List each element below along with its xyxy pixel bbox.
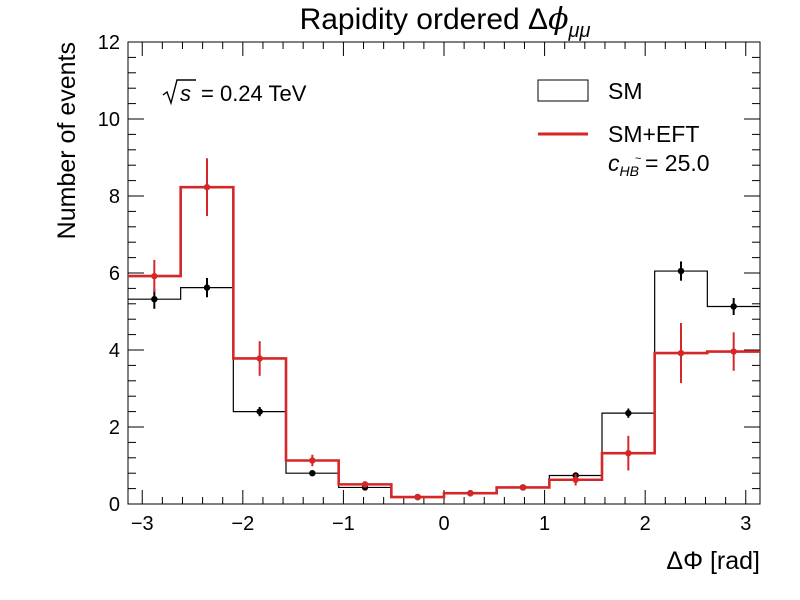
y-tick-label: 2 (109, 417, 120, 439)
y-tick-label: 10 (98, 109, 120, 131)
sm-eft-data-point (151, 272, 158, 280)
x-axis-label: ΔΦ [rad] (666, 547, 760, 575)
sm-eft-histogram (128, 185, 760, 499)
x-tick-label: −1 (332, 513, 355, 535)
legend-sm-label: SM (608, 78, 643, 104)
legend: SM SM+EFT cHB = 25.0 ~ (537, 78, 710, 179)
sm-eft-data-point (361, 481, 369, 488)
sm-histogram (128, 270, 760, 498)
legend-sm-swatch (537, 79, 589, 102)
sm-eft-data-point (467, 490, 474, 497)
sm-data-point (730, 303, 737, 310)
legend-eft-coefficient: cHB = 25.0 (608, 150, 710, 179)
sm-data-point (203, 284, 211, 291)
energy-value: = 0.24 TeV (201, 81, 307, 106)
y-tick-label: 6 (109, 263, 120, 285)
legend-eft-tilde: ~ (635, 153, 641, 165)
x-tick-label: 3 (740, 513, 751, 535)
y-tick-label: 12 (98, 32, 120, 54)
sm-data-point (151, 295, 158, 303)
sm-eft-data-point (625, 449, 632, 457)
sm-eft-data-point (677, 349, 685, 357)
legend-eft-label: SM+EFT (608, 121, 699, 147)
y-axis-label: Number of events (53, 42, 81, 239)
sm-eft-data-point (730, 348, 737, 355)
sm-eft-data-point (203, 183, 211, 191)
sm-data-point (625, 409, 632, 417)
x-tick-label: −2 (231, 513, 254, 535)
x-tick-label: −3 (131, 513, 154, 535)
x-tick-label: 1 (539, 513, 550, 535)
sm-data-point (256, 408, 263, 415)
x-tick-label: 2 (640, 513, 651, 535)
sm-data-point (309, 470, 316, 477)
sm-data-point (677, 267, 685, 275)
sqrt-symbol (162, 79, 196, 106)
x-tick-label: 0 (438, 513, 449, 535)
sm-eft-data-point (256, 355, 263, 362)
y-tick-label: 0 (109, 494, 120, 516)
sm-eft-data-point (309, 457, 316, 464)
plot-frame (127, 41, 761, 505)
sm-eft-data-point (414, 493, 421, 501)
y-tick-label: 8 (109, 186, 120, 208)
chart-title: Rapidity ordered Δϕμμ (300, 2, 591, 42)
sm-eft-data-point (519, 484, 527, 491)
energy-annotation: s = 0.24 TeV (162, 79, 307, 106)
y-tick-label: 4 (109, 340, 120, 362)
sm-eft-data-point (572, 476, 579, 483)
histograms (128, 185, 760, 499)
data-points (151, 158, 737, 501)
sqrt-variable: s (180, 81, 191, 106)
